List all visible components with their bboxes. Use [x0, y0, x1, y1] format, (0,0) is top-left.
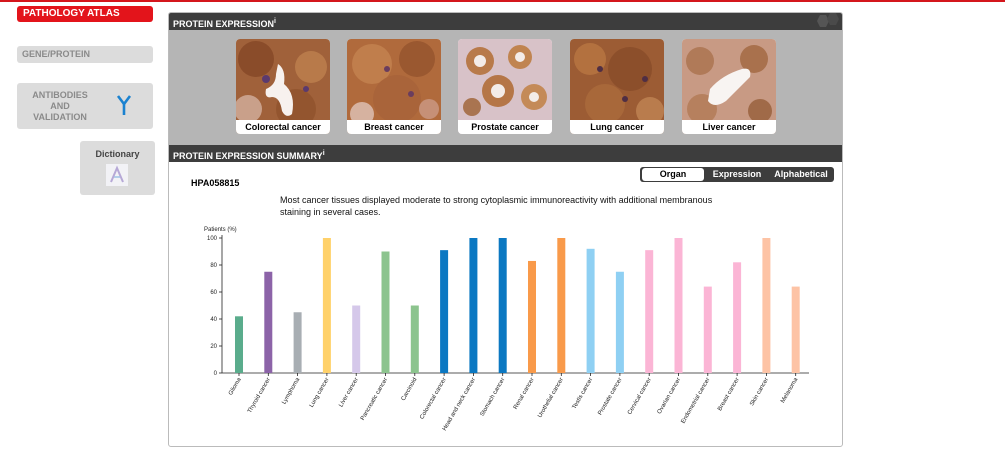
- dictionary-icon: [106, 164, 128, 186]
- thumbnail-label: Breast cancer: [347, 120, 441, 134]
- x-tick-label: Prostate cancer: [597, 377, 623, 416]
- x-tick-label: Urothelial cancer: [537, 377, 565, 419]
- chart-bar: [557, 238, 566, 373]
- tissue-image-lung: [570, 39, 664, 134]
- chart-bar: [791, 286, 800, 373]
- thumbnail-label: Colorectal cancer: [236, 120, 330, 134]
- tissue-image-colorectal: [236, 39, 330, 134]
- x-tick-label: Testis cancer: [572, 377, 595, 410]
- y-tick-label: 40: [210, 317, 217, 323]
- y-tick-label: 60: [210, 290, 217, 296]
- x-tick-label: Breast cancer: [717, 377, 741, 412]
- x-tick-label: Pancreatic cancer: [360, 377, 389, 422]
- y-tick-label: 80: [210, 263, 217, 269]
- pathology-atlas-label: PATHOLOGY ATLAS: [23, 8, 120, 19]
- chart-bar: [293, 312, 302, 373]
- chart-bar: [674, 238, 683, 373]
- chart-bar: [235, 316, 243, 373]
- chart-bar: [322, 238, 331, 373]
- x-tick-label: Skin cancer: [749, 377, 770, 407]
- x-tick-label: Renal cancer: [513, 377, 536, 411]
- tab-expression[interactable]: Expression: [712, 169, 762, 179]
- y-tick-label: 0: [214, 371, 218, 377]
- x-tick-label: Lung cancer: [309, 377, 331, 409]
- tab-organ[interactable]: Organ: [642, 168, 704, 181]
- chart-bar: [645, 250, 654, 373]
- chart-bar: [703, 286, 712, 373]
- x-tick-label: Lymphoma: [281, 376, 301, 405]
- info-mark[interactable]: i: [322, 150, 325, 157]
- thumbnail-colorectal[interactable]: Colorectal cancer: [236, 39, 330, 134]
- thumbnail-strip: Colorectal cancer Breast cancer: [169, 30, 842, 145]
- tissue-image-breast: [347, 39, 441, 134]
- tissue-image-prostate: [458, 39, 552, 134]
- hexagon-decoration-icon: [817, 13, 839, 27]
- dictionary-label: Dictionary: [95, 149, 140, 159]
- summary-title: PROTEIN EXPRESSION SUMMARY: [173, 151, 323, 161]
- patients-bar-chart: Patients (%) 0 20 40 60 80 100 Glioma Thyroid …: [204, 227, 809, 432]
- chart-bar: [586, 248, 595, 373]
- chart-bar: [762, 238, 771, 373]
- chart-bar: [264, 271, 273, 373]
- x-tick-label: Glioma: [228, 376, 243, 396]
- protein-expression-header: PROTEIN EXPRESSIONi: [169, 13, 842, 30]
- antibodies-validation-label: ANTIBODIES AND VALIDATION: [32, 90, 88, 122]
- gene-protein-label: GENE/PROTEIN: [22, 49, 91, 59]
- thumbnail-lung[interactable]: Lung cancer: [570, 39, 664, 134]
- y-tick-label: 20: [210, 344, 217, 350]
- thumbnail-prostate[interactable]: Prostate cancer: [458, 39, 552, 134]
- chart-bar: [440, 250, 449, 373]
- y-tick-label: 100: [207, 236, 218, 242]
- antibody-icon: [116, 95, 132, 115]
- chart-bar: [381, 251, 390, 373]
- summary-description: Most cancer tissues displayed moderate t…: [280, 195, 713, 217]
- x-tick-label: Ovarian cancer: [657, 377, 683, 415]
- x-tick-label: Carcinoid: [401, 377, 419, 402]
- antibodies-validation-button[interactable]: ANTIBODIES AND VALIDATION: [17, 83, 153, 129]
- chart-bar: [528, 260, 536, 373]
- pathology-atlas-button[interactable]: PATHOLOGY ATLAS: [17, 6, 153, 22]
- gene-protein-button[interactable]: GENE/PROTEIN: [17, 46, 153, 63]
- thumbnail-liver[interactable]: Liver cancer: [682, 39, 776, 134]
- thumbnail-label: Liver cancer: [682, 120, 776, 134]
- x-tick-label: Liver cancer: [338, 377, 360, 408]
- y-axis-label: Patients (%): [204, 227, 237, 233]
- x-tick-label: Thyroid cancer: [247, 377, 272, 414]
- antibody-id-tab[interactable]: HPA058815: [186, 176, 248, 190]
- x-tick-label: Stomach cancer: [480, 377, 507, 418]
- x-tick-label: Head and neck cancer: [442, 377, 477, 432]
- chart-bar: [615, 271, 624, 373]
- x-tick-label: Colorectal cancer: [419, 377, 448, 420]
- sort-tabs: Organ Expression Alphabetical: [640, 167, 834, 182]
- tab-alphabetical[interactable]: Alphabetical: [774, 169, 828, 179]
- chart-bar: [733, 262, 742, 373]
- chart-bar: [498, 238, 507, 373]
- thumbnail-label: Prostate cancer: [458, 120, 552, 134]
- tissue-image-liver: [682, 39, 776, 134]
- x-tick-label: Melanoma: [780, 376, 800, 404]
- protein-expression-title: PROTEIN EXPRESSION: [173, 19, 275, 29]
- x-tick-label: Endometrial cancer: [680, 377, 711, 425]
- thumbnail-breast[interactable]: Breast cancer: [347, 39, 441, 134]
- top-accent-line: [0, 0, 1005, 2]
- chart-bar: [352, 305, 361, 373]
- x-tick-label: Cervical cancer: [627, 377, 653, 416]
- main-panel: PROTEIN EXPRESSIONi Colorectal cancer: [168, 12, 843, 447]
- chart-bar: [469, 238, 478, 373]
- protein-expression-summary-header: PROTEIN EXPRESSION SUMMARYi: [169, 145, 842, 162]
- dictionary-button[interactable]: Dictionary: [80, 141, 155, 195]
- chart-bar: [410, 305, 419, 373]
- thumbnail-label: Lung cancer: [570, 120, 664, 134]
- info-mark[interactable]: i: [274, 18, 276, 25]
